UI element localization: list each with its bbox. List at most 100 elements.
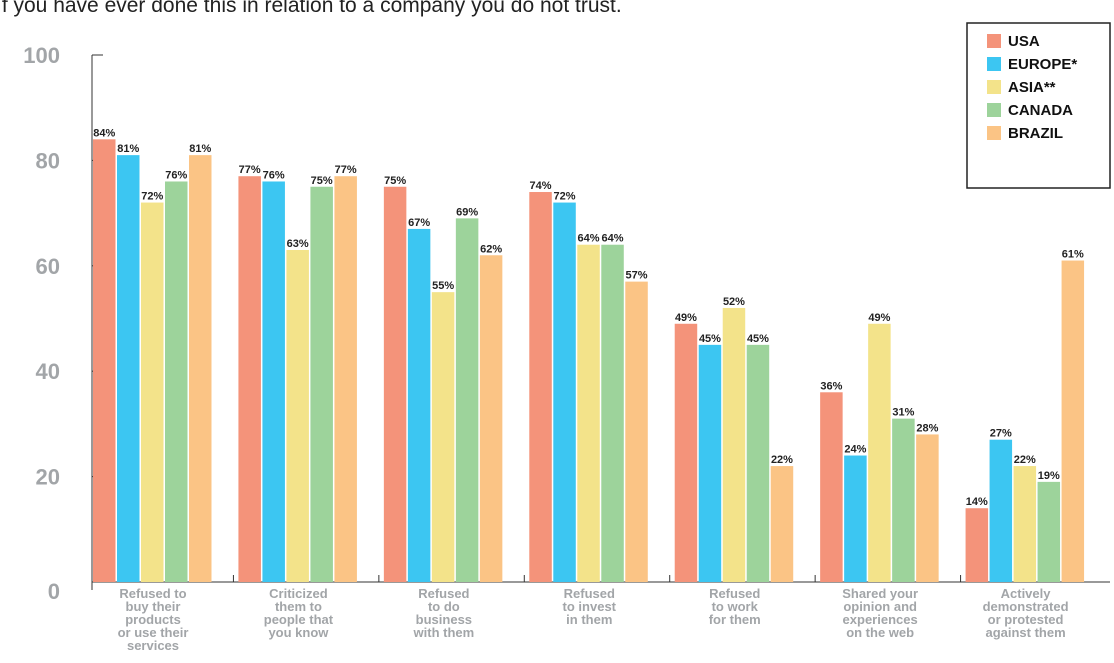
legend-swatch bbox=[987, 57, 1001, 71]
bar-value-label: 45% bbox=[699, 333, 721, 345]
bar bbox=[189, 155, 212, 582]
bar-value-label: 61% bbox=[1062, 249, 1084, 261]
bar bbox=[916, 434, 939, 582]
bar-value-label: 49% bbox=[675, 312, 697, 324]
bar-value-label: 84% bbox=[93, 127, 115, 139]
bar-value-label: 63% bbox=[287, 238, 309, 250]
y-tick-label: 0 bbox=[48, 579, 60, 604]
bar-value-label: 27% bbox=[990, 428, 1012, 440]
bar-value-label: 28% bbox=[916, 422, 938, 434]
bar bbox=[674, 323, 698, 582]
bar bbox=[310, 186, 333, 582]
bar-value-label: 62% bbox=[480, 243, 502, 255]
bar bbox=[262, 181, 285, 583]
bar-value-label: 49% bbox=[868, 312, 890, 324]
bar-value-label: 74% bbox=[530, 180, 552, 192]
bar-value-label: 72% bbox=[141, 191, 163, 203]
bar bbox=[844, 455, 867, 582]
bar-value-label: 52% bbox=[723, 296, 745, 308]
bar bbox=[577, 244, 600, 582]
category-label: Refused to buy their products or use their s… bbox=[118, 586, 189, 653]
y-tick-label: 40 bbox=[36, 359, 60, 384]
category-label: Shared your opinion and experiences on the … bbox=[842, 586, 918, 640]
bar-value-label: 31% bbox=[892, 407, 914, 419]
bar bbox=[529, 192, 552, 582]
bar-value-label: 77% bbox=[239, 164, 261, 176]
bar-value-label: 67% bbox=[408, 217, 430, 229]
bar-value-label: 75% bbox=[384, 175, 406, 187]
bar-value-label: 75% bbox=[311, 175, 333, 187]
bar bbox=[141, 202, 164, 582]
legend-swatch bbox=[987, 80, 1001, 94]
bar-value-label: 69% bbox=[456, 206, 478, 218]
bar bbox=[93, 139, 116, 582]
bar-value-label: 19% bbox=[1038, 470, 1060, 482]
bar bbox=[601, 244, 624, 582]
bar bbox=[698, 344, 722, 582]
bar bbox=[965, 508, 989, 582]
category-label: Actively demonstrated or protested against … bbox=[983, 586, 1069, 640]
category-label: Refused to do business with them bbox=[413, 586, 475, 640]
chart-subtitle: If you have ever done this in relation t… bbox=[0, 0, 622, 17]
bar-value-label: 64% bbox=[578, 233, 600, 245]
bar bbox=[238, 176, 261, 582]
bar bbox=[625, 281, 648, 582]
category-labels: Refused to buy their products or use their s… bbox=[118, 586, 1069, 653]
legend-label: ASIA** bbox=[1008, 79, 1056, 96]
bar bbox=[383, 186, 407, 582]
bar bbox=[455, 218, 479, 582]
bar-value-label: 76% bbox=[263, 169, 285, 181]
legend-label: BRAZIL bbox=[1008, 125, 1063, 142]
y-tick-label: 60 bbox=[36, 254, 60, 279]
bar bbox=[722, 307, 746, 582]
bar bbox=[1013, 466, 1037, 582]
legend-label: USA bbox=[1008, 33, 1040, 50]
bar bbox=[1061, 260, 1085, 582]
y-tick-label: 100 bbox=[23, 43, 60, 68]
legend: USA EUROPE* ASIA** CANADA BRAZIL bbox=[966, 22, 1111, 189]
bar bbox=[989, 439, 1013, 582]
bar bbox=[770, 466, 794, 582]
bar bbox=[479, 255, 503, 582]
bar bbox=[431, 292, 455, 582]
bar-value-label: 76% bbox=[165, 169, 187, 181]
bar bbox=[553, 202, 576, 582]
category-label: Refused to invest in them bbox=[563, 586, 617, 627]
category-label: Criticized them to people that you know bbox=[264, 586, 334, 640]
bar bbox=[746, 344, 770, 582]
bar-value-label: 14% bbox=[966, 496, 988, 508]
bar bbox=[407, 228, 431, 582]
bar-value-label: 57% bbox=[626, 270, 648, 282]
y-tick-label: 80 bbox=[36, 148, 60, 173]
legend-label: CANADA bbox=[1008, 102, 1073, 119]
bar-value-label: 81% bbox=[117, 143, 139, 155]
bar-value-label: 64% bbox=[602, 233, 624, 245]
bar bbox=[868, 323, 891, 582]
bar-value-label: 22% bbox=[1014, 454, 1036, 466]
bar bbox=[117, 155, 140, 582]
value-labels: 84%81%72%76%81%77% 76%63%75%77%75%67%55%6… bbox=[93, 127, 1084, 508]
bar bbox=[286, 249, 309, 583]
y-tick-label: 20 bbox=[36, 465, 60, 490]
bar-value-label: 55% bbox=[432, 280, 454, 292]
bar bbox=[892, 418, 915, 582]
legend-swatch bbox=[987, 34, 1001, 48]
bar-value-label: 77% bbox=[335, 164, 357, 176]
bar bbox=[1037, 481, 1061, 582]
category-label: Refused to work for them bbox=[709, 586, 761, 627]
bar-value-label: 22% bbox=[771, 454, 793, 466]
bars bbox=[93, 139, 1085, 583]
bar-value-label: 24% bbox=[844, 444, 866, 456]
bar-value-label: 45% bbox=[747, 333, 769, 345]
bar bbox=[165, 181, 188, 583]
bar bbox=[820, 392, 843, 582]
legend-swatch bbox=[987, 103, 1001, 117]
bar-value-label: 81% bbox=[189, 143, 211, 155]
bar-value-label: 72% bbox=[554, 191, 576, 203]
axes: 0 20 40 60 80 100 bbox=[23, 43, 1110, 604]
legend-swatch bbox=[987, 126, 1001, 140]
legend-label: EUROPE* bbox=[1008, 56, 1077, 73]
bar bbox=[334, 176, 357, 582]
bar-value-label: 36% bbox=[820, 380, 842, 392]
